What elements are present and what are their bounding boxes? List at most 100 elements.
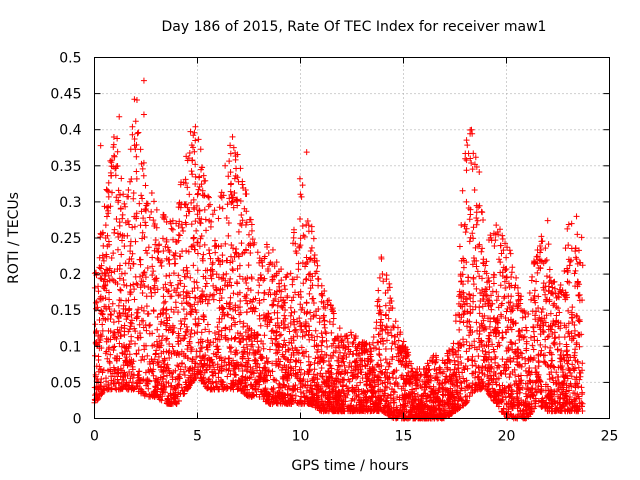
roti-point [282,274,289,281]
roti-point [301,332,308,339]
roti-point [131,286,138,293]
roti-point [524,372,531,379]
roti-point [127,282,134,289]
roti-point [467,234,474,241]
roti-point [562,245,569,252]
roti-point [138,192,145,199]
roti-point [207,223,214,230]
roti-point [110,250,117,257]
roti-point [522,313,529,320]
roti-point [292,358,299,364]
roti-point [126,256,133,263]
roti-point [175,237,182,244]
roti-point [197,345,204,352]
roti-point [311,366,318,373]
roti-point [168,282,175,289]
roti-point [133,210,140,217]
roti-point [243,309,250,316]
roti-point [276,332,283,339]
roti-point [128,176,135,183]
roti-point [159,235,166,242]
roti-point [214,324,221,331]
roti-point [162,243,169,250]
roti-point [486,284,493,291]
roti-point [180,368,187,375]
roti-point [314,333,321,340]
roti-point [297,301,304,308]
roti-point [292,289,299,296]
roti-point [92,321,99,328]
roti-point [115,187,122,194]
roti-point [119,237,126,244]
roti-point [466,238,473,245]
roti-point [273,350,280,357]
roti-point [335,378,342,385]
roti-point [470,224,477,231]
roti-point [226,158,233,165]
roti-point [290,226,297,233]
roti-point [207,364,214,371]
roti-point [537,264,544,271]
roti-point [233,279,240,286]
roti-point [133,175,140,182]
roti-point [243,341,250,348]
roti-point [345,364,352,371]
roti-point [173,304,180,311]
roti-point [306,362,313,369]
roti-point [191,129,198,136]
roti-point [95,353,102,360]
roti-point [127,178,134,185]
roti-point [463,348,470,355]
roti-point [187,128,194,135]
roti-point [160,293,167,300]
roti-point [188,199,195,206]
roti-point [461,221,468,228]
roti-point [107,328,114,335]
roti-point [473,263,480,270]
roti-point [225,232,232,239]
roti-point [117,286,124,293]
roti-point [446,347,453,354]
roti-point [114,376,121,383]
roti-point [154,326,161,333]
roti-point [565,307,572,314]
roti-point [225,336,232,343]
roti-point [160,284,167,291]
roti-point [109,300,116,307]
roti-point [195,190,202,197]
roti-point [102,295,109,302]
roti-point [197,336,204,343]
roti-point [228,344,235,351]
roti-point [473,285,480,292]
roti-point [186,294,193,301]
roti-point [465,204,472,211]
roti-point [131,135,138,142]
roti-point [254,331,261,338]
roti-point [219,252,226,259]
roti-point [474,268,481,275]
roti-point [307,247,314,254]
roti-point [572,346,579,353]
roti-point [476,304,483,311]
roti-point [344,339,351,346]
roti-point [95,283,102,290]
roti-point [184,157,191,164]
roti-point [191,330,198,337]
roti-point [290,294,297,301]
roti-point [460,336,467,343]
roti-point [229,266,236,273]
roti-point [269,246,276,253]
roti-point [550,340,557,347]
roti-point [476,328,483,335]
roti-point [177,317,184,324]
roti-point [310,235,317,242]
roti-point [375,381,382,388]
roti-point [232,149,239,156]
roti-point [397,358,404,365]
roti-point [180,288,187,295]
roti-point [523,340,530,347]
roti-point [286,328,293,335]
roti-point [188,168,195,175]
roti-point [209,261,216,268]
roti-point [499,235,506,242]
